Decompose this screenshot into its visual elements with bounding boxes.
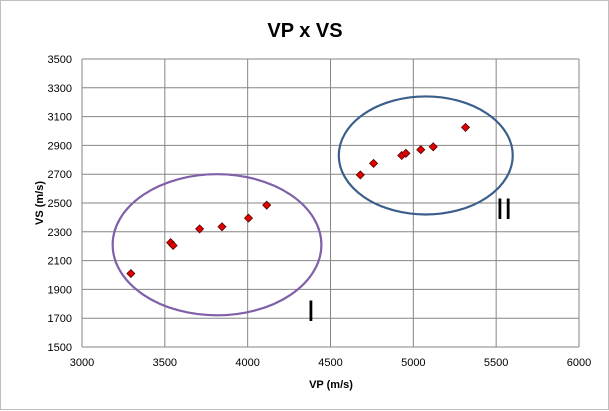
y-tick-label: 1700: [48, 313, 72, 325]
data-point-marker: [217, 222, 227, 232]
x-tick-label: 5000: [401, 357, 425, 369]
x-tick-label: 3000: [70, 357, 94, 369]
data-point-marker: [355, 170, 365, 180]
data-point-marker: [195, 224, 205, 234]
cluster-ellipse-1: [111, 173, 323, 317]
data-point-marker: [369, 158, 379, 168]
data-point-marker: [243, 213, 254, 223]
chart-title: VP x VS: [267, 20, 342, 42]
y-axis-label: VS (m/s): [34, 181, 46, 225]
y-tick-label: 2300: [48, 227, 72, 239]
data-point-marker: [428, 142, 438, 152]
data-point-marker: [126, 268, 136, 279]
x-axis-label: VP (m/s): [309, 379, 353, 391]
data-point-marker: [416, 145, 426, 155]
x-tick-label: 4000: [235, 357, 259, 369]
x-tick-label: 6000: [567, 357, 591, 369]
y-tick-label: 1500: [48, 342, 72, 354]
cluster-annotations: III: [111, 95, 514, 328]
x-tick-labels: 3000 3500 4000 4500 5000 5500 6000: [70, 357, 591, 369]
cluster-label-1: I: [307, 295, 315, 328]
data-point-marker: [401, 148, 411, 158]
data-point-marker: [460, 122, 471, 132]
data-point-marker: [168, 240, 178, 251]
y-tick-label: 3300: [48, 83, 72, 95]
data-point-marker: [262, 200, 272, 210]
x-tick-label: 4500: [318, 357, 342, 369]
y-tick-label: 3500: [48, 54, 72, 66]
cluster-label-2: II: [496, 193, 513, 226]
y-tick-label: 3100: [48, 112, 72, 124]
y-tick-label: 2900: [48, 140, 72, 152]
y-tick-labels: 1500 1700 1900 2100 2300 2500 2700 2900 3100 3300…: [48, 54, 72, 354]
y-tick-label: 2100: [48, 256, 72, 268]
y-tick-label: 1900: [48, 284, 72, 296]
y-tick-label: 2700: [48, 169, 72, 181]
x-tick-label: 3500: [153, 357, 177, 369]
data-points: [126, 122, 471, 279]
y-tick-label: 2500: [48, 198, 72, 210]
x-tick-label: 5500: [484, 357, 508, 369]
cluster-ellipse-2: [337, 95, 514, 216]
